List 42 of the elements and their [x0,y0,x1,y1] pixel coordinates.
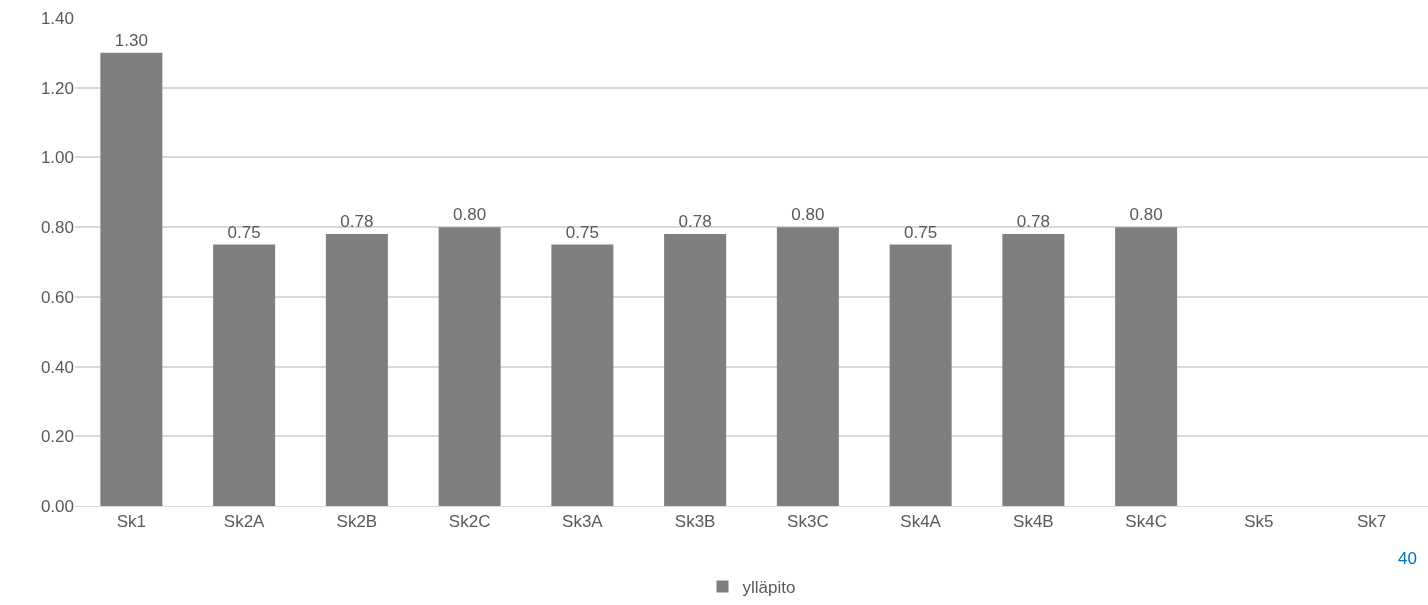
y-tick-label: 0.60 [40,287,74,307]
x-tick-label: Sk2C [448,512,491,532]
x-tick-label: Sk3C [787,512,829,532]
bar [776,227,839,506]
y-tick-label: 0.00 [40,496,74,516]
x-tick-label: Sk2B [336,512,378,532]
y-tick-label: 1.40 [40,8,74,28]
data-label: 0.78 [1016,212,1050,232]
bar [889,244,952,506]
x-tick-label: Sk1 [116,512,147,532]
x-tick-label: Sk3B [674,512,716,532]
y-tick-label: 0.80 [40,218,74,238]
x-tick-label: Sk4B [1013,512,1054,532]
x-tick-label: Sk7 [1356,512,1387,532]
data-label: 0.80 [791,205,825,225]
data-label: 0.80 [453,205,487,225]
bar [325,234,388,506]
x-tick-label: Sk2A [223,512,266,532]
bar [664,234,727,506]
x-tick-label: Sk4C [1125,512,1167,532]
y-tick-label: 1.20 [40,78,74,98]
bar [1115,227,1178,506]
bar [100,52,163,506]
data-label: 0.78 [340,212,374,232]
y-tick-label: 0.20 [40,427,74,447]
legend-label: ylläpito [742,578,796,598]
x-tick-label: Sk4A [900,512,942,532]
data-label: 0.75 [565,222,599,242]
data-label: 1.30 [114,30,148,50]
data-label: 0.78 [678,212,712,232]
y-tick-label: 1.00 [40,148,74,168]
data-label: 0.75 [227,222,261,242]
bar [551,244,614,506]
x-tick-label: Sk3A [562,512,604,532]
bar [438,227,501,506]
bar [213,244,276,506]
data-label: 0.75 [904,222,938,242]
data-label: 0.80 [1129,205,1163,225]
x-tick-label: Sk5 [1244,512,1274,532]
y-tick-label: 0.40 [40,357,74,377]
bar [1002,234,1065,506]
text: 40 [1398,549,1417,568]
